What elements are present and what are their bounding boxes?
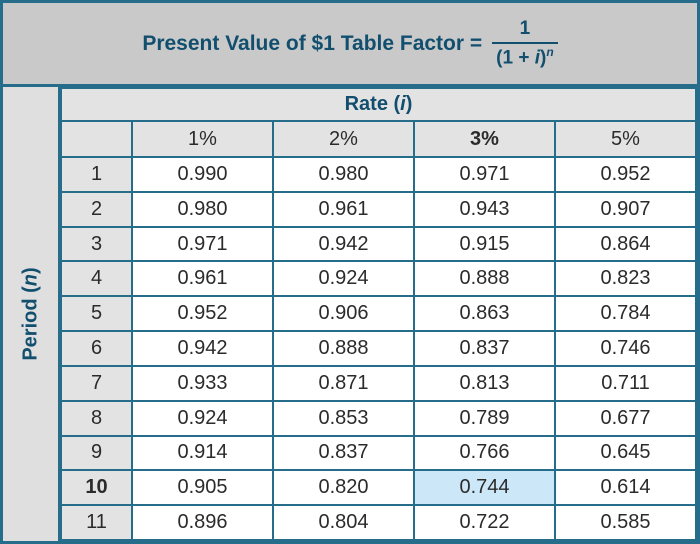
table-row: 2 0.980 0.961 0.943 0.907 bbox=[60, 190, 697, 228]
period-cell: 5 bbox=[60, 295, 133, 333]
pv-table-body: 1 0.990 0.980 0.971 0.952 2 0.980 0.961 0.943 0.9… bbox=[60, 156, 697, 541]
table-row: 1 0.990 0.980 0.971 0.952 bbox=[60, 156, 697, 193]
period-cell: 1 bbox=[60, 156, 133, 193]
column-header-row: 1% 2% 3% 5% bbox=[60, 120, 697, 158]
factor-cell: 0.942 bbox=[131, 330, 274, 367]
factor-cell: 0.746 bbox=[554, 330, 697, 367]
table-row: 8 0.924 0.853 0.789 0.677 bbox=[60, 399, 697, 437]
period-cell: 4 bbox=[60, 260, 133, 298]
factor-cell: 0.711 bbox=[554, 364, 697, 402]
denominator-close: ) bbox=[540, 47, 547, 69]
period-cell: 7 bbox=[60, 364, 133, 402]
factor-cell: 0.864 bbox=[554, 225, 697, 263]
factor-cell: 0.907 bbox=[554, 190, 697, 228]
denominator-open: (1 + bbox=[496, 47, 535, 69]
factor-cell: 0.837 bbox=[413, 330, 556, 367]
period-cell: 9 bbox=[60, 434, 133, 472]
table-row: 6 0.942 0.888 0.837 0.746 bbox=[60, 330, 697, 367]
factor-cell: 0.784 bbox=[554, 295, 697, 333]
table-row: 10 0.905 0.820 0.744 0.614 bbox=[60, 469, 697, 507]
rate-header-variable-i: i bbox=[400, 93, 406, 115]
factor-cell: 0.813 bbox=[413, 364, 556, 402]
table-row: 4 0.961 0.924 0.888 0.823 bbox=[60, 260, 697, 298]
period-cell: 6 bbox=[60, 330, 133, 367]
period-axis-variable-n: n bbox=[19, 274, 41, 287]
factor-cell: 0.980 bbox=[272, 156, 415, 193]
factor-cell: 0.961 bbox=[131, 260, 274, 298]
factor-cell: 0.823 bbox=[554, 260, 697, 298]
factor-cell: 0.905 bbox=[131, 469, 274, 507]
rate-column-header: 3% bbox=[413, 120, 556, 158]
period-axis-label: Period (n) bbox=[19, 267, 42, 360]
rate-group-header: Rate (i) bbox=[60, 87, 697, 122]
factor-cell: 0.952 bbox=[554, 156, 697, 193]
factor-cell: 0.943 bbox=[413, 190, 556, 228]
rate-column-header: 1% bbox=[131, 120, 274, 158]
factor-cell: 0.888 bbox=[272, 330, 415, 367]
rate-header-row: Rate (i) bbox=[60, 87, 697, 122]
factor-cell: 0.677 bbox=[554, 399, 697, 437]
table-row: 11 0.896 0.804 0.722 0.585 bbox=[60, 504, 697, 541]
figure-title-band: Present Value of $1 Table Factor = 1 (1 … bbox=[3, 3, 697, 87]
fraction-numerator: 1 bbox=[492, 18, 558, 44]
period-axis-strip: Period (n) bbox=[3, 87, 60, 541]
rate-column-header: 5% bbox=[554, 120, 697, 158]
period-cell: 11 bbox=[60, 504, 133, 541]
rate-header-suffix: ) bbox=[405, 93, 413, 115]
table-area: Period (n) Rate (i) 1% 2% 3% 5% 1 0.990 0.980… bbox=[3, 87, 697, 541]
fraction-denominator: (1 + i)n bbox=[492, 44, 558, 69]
factor-cell: 0.820 bbox=[272, 469, 415, 507]
factor-cell: 0.924 bbox=[131, 399, 274, 437]
factor-cell: 0.990 bbox=[131, 156, 274, 193]
period-cell: 2 bbox=[60, 190, 133, 228]
factor-cell: 0.837 bbox=[272, 434, 415, 472]
table-row: 3 0.971 0.942 0.915 0.864 bbox=[60, 225, 697, 263]
factor-cell: 0.766 bbox=[413, 434, 556, 472]
factor-cell: 0.871 bbox=[272, 364, 415, 402]
factor-cell: 0.722 bbox=[413, 504, 556, 541]
factor-cell: 0.933 bbox=[131, 364, 274, 402]
factor-cell: 0.961 bbox=[272, 190, 415, 228]
factor-cell: 0.863 bbox=[413, 295, 556, 333]
factor-cell: 0.896 bbox=[131, 504, 274, 541]
factor-cell: 0.804 bbox=[272, 504, 415, 541]
pv-factor-table: Rate (i) 1% 2% 3% 5% 1 0.990 0.980 0.971 0.952 2… bbox=[60, 87, 697, 541]
corner-cell bbox=[60, 120, 133, 158]
factor-cell: 0.980 bbox=[131, 190, 274, 228]
table-row: 9 0.914 0.837 0.766 0.645 bbox=[60, 434, 697, 472]
factor-cell: 0.971 bbox=[413, 156, 556, 193]
factor-cell: 0.952 bbox=[131, 295, 274, 333]
factor-cell: 0.585 bbox=[554, 504, 697, 541]
denominator-variable-i: i bbox=[534, 47, 540, 69]
denominator-exponent-n: n bbox=[546, 44, 554, 59]
factor-cell: 0.888 bbox=[413, 260, 556, 298]
factor-cell: 0.645 bbox=[554, 434, 697, 472]
figure-title-text: Present Value of $1 Table Factor = bbox=[142, 31, 483, 55]
table-row: 5 0.952 0.906 0.863 0.784 bbox=[60, 295, 697, 333]
factor-cell: 0.942 bbox=[272, 225, 415, 263]
rate-column-header: 2% bbox=[272, 120, 415, 158]
period-cell: 10 bbox=[60, 469, 133, 507]
period-axis-suffix: ) bbox=[19, 267, 41, 274]
highlighted-factor-cell: 0.744 bbox=[413, 469, 556, 507]
table-row: 7 0.933 0.871 0.813 0.711 bbox=[60, 364, 697, 402]
formula-fraction: 1 (1 + i)n bbox=[492, 18, 558, 69]
period-axis-prefix: Period ( bbox=[19, 286, 41, 361]
factor-cell: 0.853 bbox=[272, 399, 415, 437]
factor-cell: 0.915 bbox=[413, 225, 556, 263]
factor-cell: 0.924 bbox=[272, 260, 415, 298]
factor-cell: 0.789 bbox=[413, 399, 556, 437]
period-cell: 8 bbox=[60, 399, 133, 437]
period-cell: 3 bbox=[60, 225, 133, 263]
factor-cell: 0.906 bbox=[272, 295, 415, 333]
factor-cell: 0.914 bbox=[131, 434, 274, 472]
factor-cell: 0.614 bbox=[554, 469, 697, 507]
rate-header-prefix: Rate ( bbox=[344, 93, 401, 115]
factor-cell: 0.971 bbox=[131, 225, 274, 263]
